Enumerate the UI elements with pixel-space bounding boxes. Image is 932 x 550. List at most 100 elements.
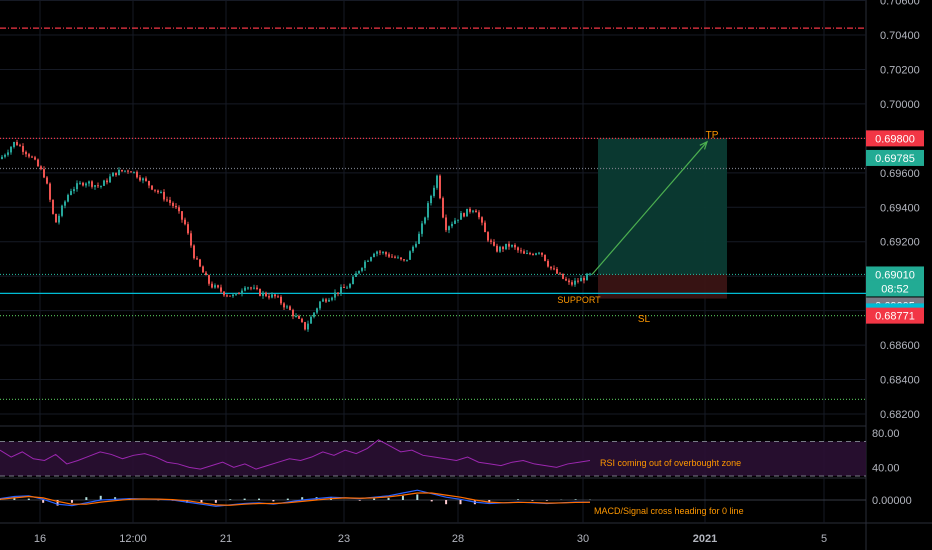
- price-tick-label: 0.69400: [880, 202, 920, 214]
- candle-body: [412, 246, 414, 252]
- candle-body: [28, 154, 30, 157]
- candle-body: [469, 208, 471, 212]
- candle-body: [172, 202, 174, 206]
- candle-body: [133, 171, 135, 173]
- profit-zone[interactable]: [598, 138, 727, 275]
- candle-body: [583, 277, 585, 281]
- time-tick-label: 21: [220, 533, 232, 545]
- candle-body: [220, 287, 222, 292]
- candle-body: [472, 210, 474, 212]
- candle-body: [88, 181, 90, 184]
- time-tick-label: 16: [34, 533, 46, 545]
- time-tick-label: 12:00: [119, 533, 147, 545]
- candle-body: [175, 205, 177, 208]
- candle-body: [358, 270, 360, 274]
- candle-body: [343, 286, 345, 288]
- candle-body: [190, 233, 192, 246]
- candle-body: [334, 292, 336, 298]
- tp-arrow-line[interactable]: [591, 141, 708, 275]
- candle-body: [55, 213, 57, 223]
- countdown-badge: 08:52: [866, 280, 924, 297]
- candle-body: [280, 296, 282, 304]
- candle-body: [298, 315, 300, 319]
- candle-body: [481, 217, 483, 223]
- candle-body: [319, 301, 321, 309]
- candle-body: [214, 285, 216, 288]
- candle-body: [568, 280, 570, 283]
- candle-body: [97, 185, 99, 187]
- price-pane[interactable]: [0, 27, 866, 400]
- candle-body: [124, 170, 126, 172]
- candle-body: [331, 297, 333, 300]
- candle-body: [7, 152, 9, 155]
- candle-body: [544, 254, 546, 261]
- candle-body: [394, 256, 396, 258]
- price-badge[interactable]: 0.69010: [866, 266, 924, 283]
- candle-body: [169, 199, 171, 203]
- candle-body: [286, 306, 288, 308]
- candle-body: [136, 171, 138, 178]
- price-badge[interactable]: 0.69800: [866, 130, 924, 147]
- price-badge-value: 0.68771: [875, 311, 915, 323]
- candle-body: [46, 177, 48, 184]
- signal-line[interactable]: [0, 492, 591, 506]
- candle-body: [142, 178, 144, 181]
- candle-body: [445, 217, 447, 231]
- candle-body: [457, 219, 459, 221]
- price-axis[interactable]: 0.70600 0.70400 0.70200 0.70000 0.69800 0.696…: [866, 0, 924, 507]
- rsi-line[interactable]: [0, 439, 591, 470]
- candle-body: [403, 259, 405, 261]
- candle-body: [58, 215, 60, 223]
- candle-body: [223, 291, 225, 296]
- candle-body: [148, 180, 150, 186]
- candle-body: [22, 146, 24, 152]
- candle-body: [217, 285, 219, 288]
- candle-body: [505, 243, 507, 250]
- price-tick-label: 0.69200: [880, 237, 920, 249]
- candle-body: [52, 199, 54, 214]
- candle-body: [250, 287, 252, 289]
- candle-body: [553, 268, 555, 270]
- candle-body: [391, 256, 393, 258]
- candle-body: [460, 213, 462, 220]
- price-badge[interactable]: 0.69785: [866, 149, 924, 166]
- candle-body: [73, 189, 75, 192]
- rsi-pane[interactable]: [0, 439, 866, 477]
- candle-body: [163, 191, 165, 200]
- candle-body: [277, 296, 279, 298]
- candle-body: [448, 226, 450, 231]
- macd-pane[interactable]: [0, 489, 866, 507]
- candle-body: [427, 203, 429, 218]
- time-axis[interactable]: 16 12:00 21 23 28 30 2021 5: [34, 533, 827, 545]
- candle-body: [91, 181, 93, 187]
- candle-body: [127, 170, 129, 172]
- loss-zone[interactable]: [598, 274, 727, 299]
- candle-body: [259, 288, 261, 296]
- candle-body: [295, 315, 297, 317]
- candle-body: [49, 183, 51, 200]
- candle-body: [241, 290, 243, 294]
- candle-body: [532, 253, 534, 255]
- candle-body: [103, 180, 105, 186]
- time-tick-label: 28: [452, 533, 464, 545]
- candle-body: [589, 273, 591, 275]
- price-tick-label: 0.70200: [880, 64, 920, 76]
- macd-line[interactable]: [0, 489, 590, 507]
- candle-body: [79, 182, 81, 184]
- price-badge-box: [866, 130, 924, 147]
- candle-body: [115, 172, 117, 176]
- price-badge[interactable]: 0.68771: [866, 307, 924, 324]
- price-tick-label: 0.70000: [880, 99, 920, 111]
- candle-body: [130, 171, 132, 173]
- candle-body: [226, 295, 228, 297]
- candle-body: [19, 145, 21, 147]
- candle-body: [94, 185, 96, 187]
- price-badge-box: [866, 149, 924, 166]
- candle-body: [550, 266, 552, 269]
- candle-body: [388, 254, 390, 257]
- candle-body: [235, 293, 237, 295]
- candle-body: [337, 292, 339, 294]
- rsi-tick-label: 80.00: [872, 428, 900, 440]
- candle-body: [85, 183, 87, 186]
